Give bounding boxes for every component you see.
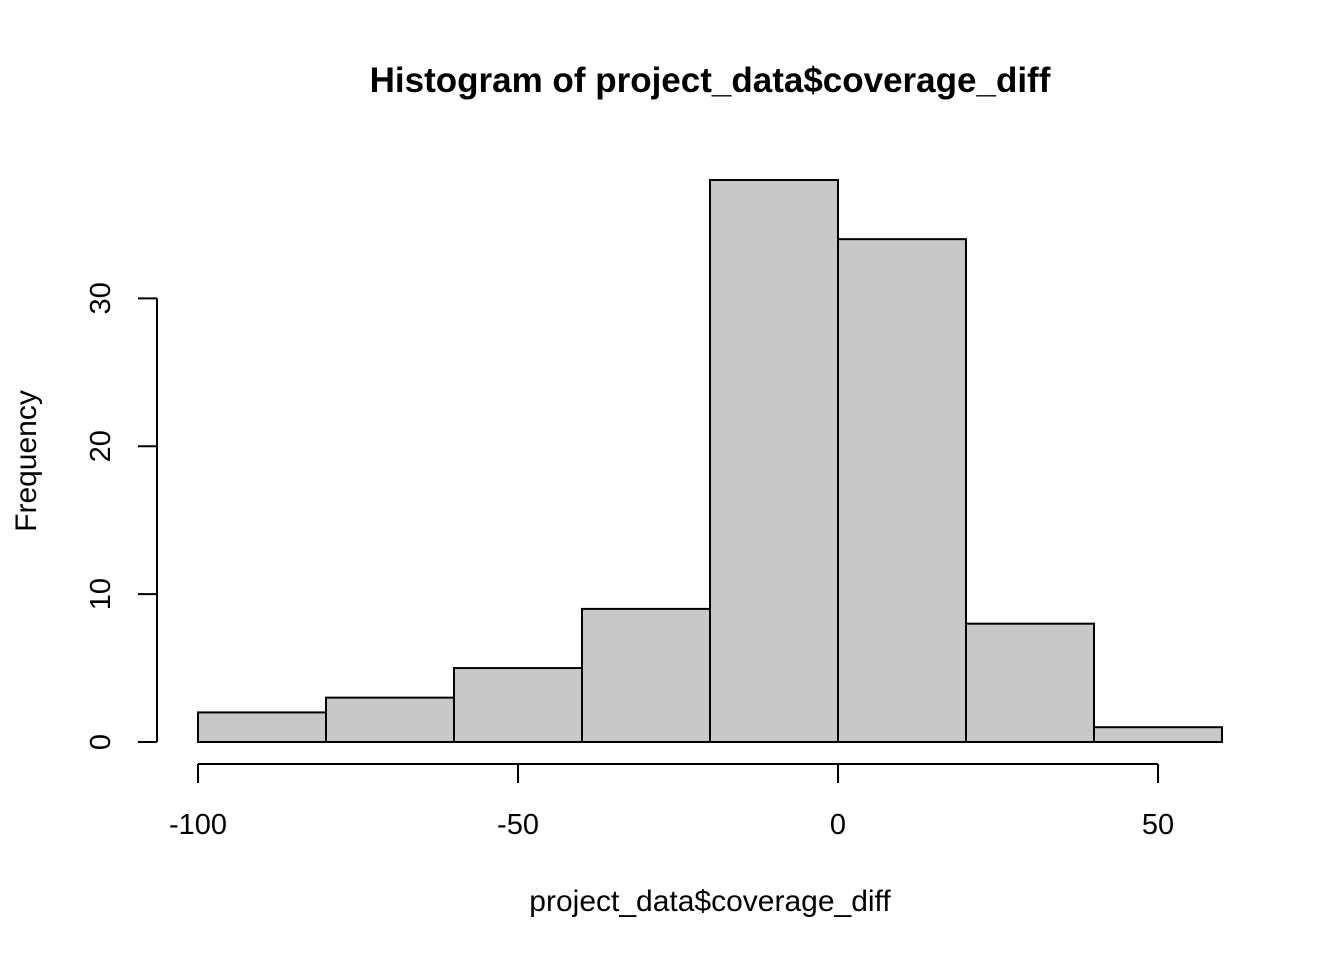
histogram-bar-6 [965, 622, 1095, 743]
histogram-bar-3 [581, 607, 711, 743]
histogram-bar-1 [325, 696, 455, 744]
x-tick-label-0: 0 [830, 809, 846, 841]
histogram-bar-4 [709, 179, 839, 743]
x-tick-label--100: -100 [169, 809, 227, 841]
bars-group [197, 179, 1223, 744]
y-tick-label-10: 10 [85, 578, 117, 610]
y-tick-label-20: 20 [85, 430, 117, 462]
histogram-bar-5 [837, 238, 967, 743]
y-axis: 0 10 20 30 [85, 282, 158, 750]
y-tick-label-0: 0 [85, 734, 117, 750]
x-axis: -100 -50 0 50 [169, 763, 1174, 841]
histogram-bar-7 [1093, 726, 1223, 743]
x-axis-label: project_data$coverage_diff [529, 885, 891, 918]
y-axis-label: Frequency [10, 390, 43, 532]
chart-title: Histogram of project_data$coverage_diff [370, 61, 1051, 100]
y-tick-label-30: 30 [85, 282, 117, 314]
x-tick-label-50: 50 [1142, 809, 1174, 841]
x-tick-label--50: -50 [497, 809, 539, 841]
histogram-bar-2 [453, 667, 583, 743]
histogram-bar-0 [197, 711, 327, 744]
